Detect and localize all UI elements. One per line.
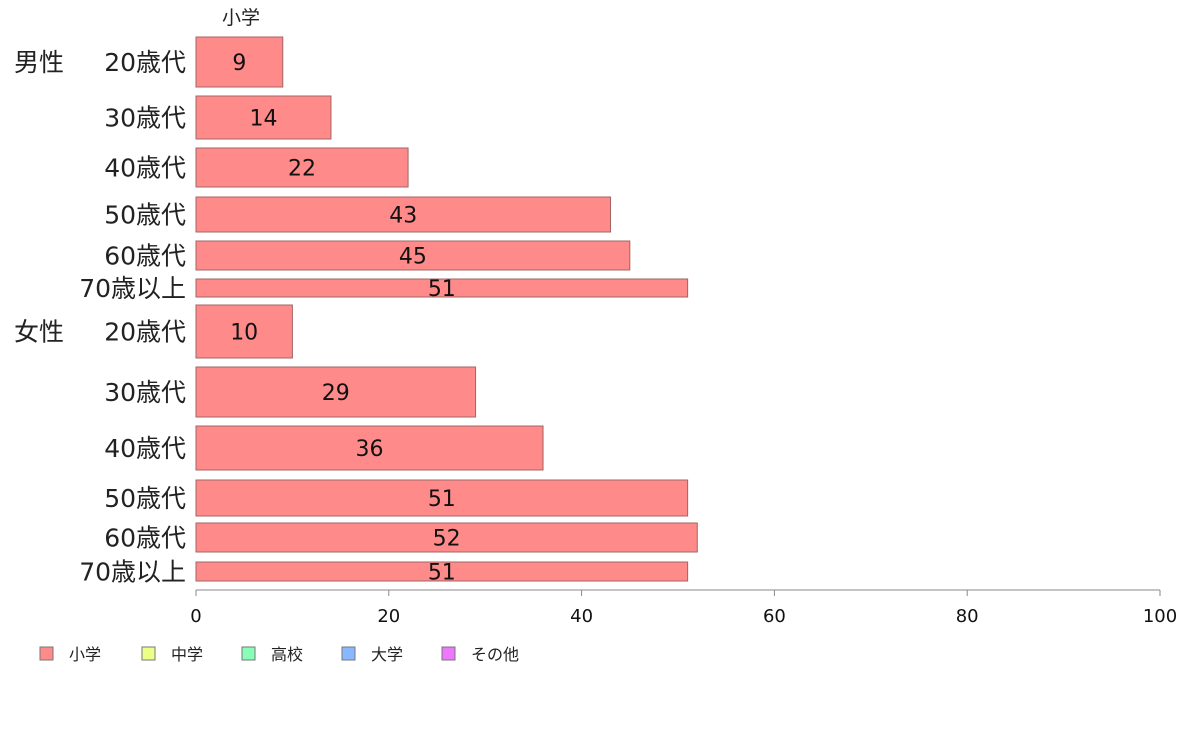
bar-value-label: 10	[230, 321, 258, 346]
legend-label: 小学	[69, 645, 101, 664]
bar-value-label: 43	[389, 204, 417, 229]
bar-小学-6	[195, 278, 689, 298]
legend-label: その他	[471, 645, 519, 664]
legend-swatch	[441, 646, 456, 661]
category-label: 20歳代	[104, 48, 186, 77]
bar-value-label: 51	[428, 277, 456, 302]
x-tick-label: 60	[763, 606, 786, 627]
category-labels: 20歳代男性30歳代40歳代50歳代60歳代70歳以上20歳代女性30歳代40歳…	[14, 48, 186, 587]
category-label: 60歳代	[104, 524, 186, 553]
bar-小学-4	[195, 196, 612, 233]
bar-value-label: 14	[249, 107, 277, 132]
bar-value-label: 45	[399, 245, 427, 270]
category-label: 70歳以上	[79, 274, 186, 303]
bar-小学-10	[195, 479, 689, 517]
bar-小学-7	[195, 304, 293, 359]
bar-小学-5	[195, 240, 631, 271]
bar-小学-1	[195, 36, 284, 88]
bar-value-label: 22	[288, 157, 316, 182]
bar-小学-11	[195, 522, 698, 553]
bar-value-label: 51	[428, 487, 456, 512]
x-tick-label: 0	[190, 606, 201, 627]
bar-value-label: 29	[322, 381, 350, 406]
category-label: 30歳代	[104, 378, 186, 407]
bar-value-label: 52	[433, 527, 461, 552]
legend-label: 中学	[171, 645, 203, 664]
bar-小学-12	[195, 561, 689, 582]
x-tick-label: 20	[377, 606, 400, 627]
category-label: 30歳代	[104, 104, 186, 133]
bar-小学-8	[195, 366, 477, 418]
x-tick-label: 100	[1143, 606, 1177, 627]
category-label: 50歳代	[104, 201, 186, 230]
bar-小学-3	[195, 147, 409, 188]
category-label: 70歳以上	[79, 558, 186, 587]
bar-value-label: 36	[356, 437, 384, 462]
column-header: 小学	[222, 7, 260, 29]
bar-value-label: 51	[428, 561, 456, 586]
legend-swatch	[341, 646, 356, 661]
legend-swatch	[39, 646, 54, 661]
legend-swatch	[241, 646, 256, 661]
legend-swatch	[141, 646, 156, 661]
category-label: 40歳代	[104, 154, 186, 183]
group-label: 女性	[14, 318, 64, 347]
group-label: 男性	[14, 48, 64, 77]
bar-value-label: 9	[232, 51, 246, 76]
category-label: 50歳代	[104, 484, 186, 513]
legend: 小学 中学 高校 大学 その他	[39, 645, 519, 664]
x-tick-label: 80	[956, 606, 979, 627]
category-label: 20歳代	[104, 318, 186, 347]
bar-小学-2	[195, 95, 332, 140]
category-label: 60歳代	[104, 242, 186, 271]
bar-小学-9	[195, 425, 544, 471]
legend-label: 高校	[271, 645, 303, 664]
x-tick-label: 40	[570, 606, 593, 627]
legend-label: 大学	[371, 645, 403, 664]
x-axis: 0 20 40 60 80 100	[190, 589, 1177, 627]
category-label: 40歳代	[104, 434, 186, 463]
